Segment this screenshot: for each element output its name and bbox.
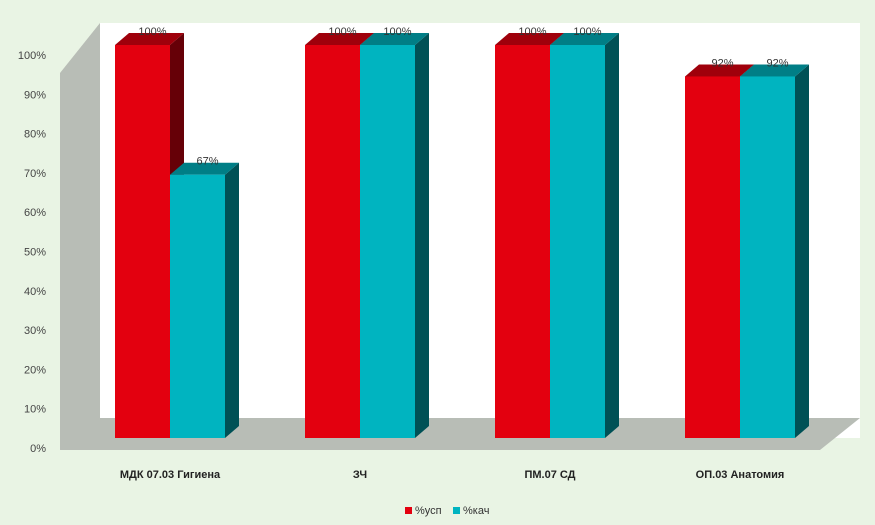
bar: [495, 45, 550, 438]
y-tick-label: 10%: [24, 404, 46, 416]
data-label: 100%: [518, 26, 546, 38]
data-label: 67%: [196, 156, 218, 168]
data-label: 100%: [573, 26, 601, 38]
bar: [360, 45, 415, 438]
y-tick-label: 80%: [24, 129, 46, 141]
y-tick-label: 100%: [18, 50, 46, 62]
bar-top: [170, 162, 239, 175]
legend-label: %кач: [463, 505, 489, 517]
y-tick-label: 0%: [30, 443, 46, 455]
category-label: ПМ.07 СД: [524, 469, 575, 481]
bar-side: [605, 33, 619, 438]
bar-top: [495, 33, 564, 45]
bar-side: [795, 64, 809, 438]
side-wall: [60, 23, 100, 450]
bar: [170, 174, 225, 438]
y-tick-label: 20%: [24, 364, 46, 376]
floor: [60, 418, 860, 450]
bar: [305, 45, 360, 438]
bar-top: [685, 64, 754, 77]
data-label: 92%: [766, 57, 788, 69]
bar-side: [415, 33, 429, 438]
bar-top: [115, 33, 184, 45]
y-tick-label: 90%: [24, 89, 46, 101]
bar-side: [225, 162, 239, 438]
y-tick-label: 70%: [24, 168, 46, 180]
bar-top: [740, 64, 809, 77]
bar: [115, 45, 170, 438]
y-tick-label: 60%: [24, 207, 46, 219]
bar: [685, 76, 740, 438]
category-label: ОП.03 Анатомия: [696, 469, 785, 481]
category-label: МДК 07.03 Гигиена: [120, 469, 221, 481]
legend-label: %усп: [415, 505, 442, 517]
bar: [740, 76, 795, 438]
data-label: 92%: [711, 57, 733, 69]
bar-top: [360, 33, 429, 45]
bar: [550, 45, 605, 438]
bar-top: [305, 33, 374, 45]
data-label: 100%: [383, 26, 411, 38]
legend-swatch: [405, 507, 412, 514]
data-label: 100%: [328, 26, 356, 38]
bar-top: [550, 33, 619, 45]
legend-swatch: [453, 507, 460, 514]
y-tick-label: 50%: [24, 247, 46, 259]
data-label: 100%: [138, 26, 166, 38]
category-label: ЗЧ: [353, 469, 367, 481]
y-tick-label: 40%: [24, 286, 46, 298]
y-tick-label: 30%: [24, 325, 46, 337]
